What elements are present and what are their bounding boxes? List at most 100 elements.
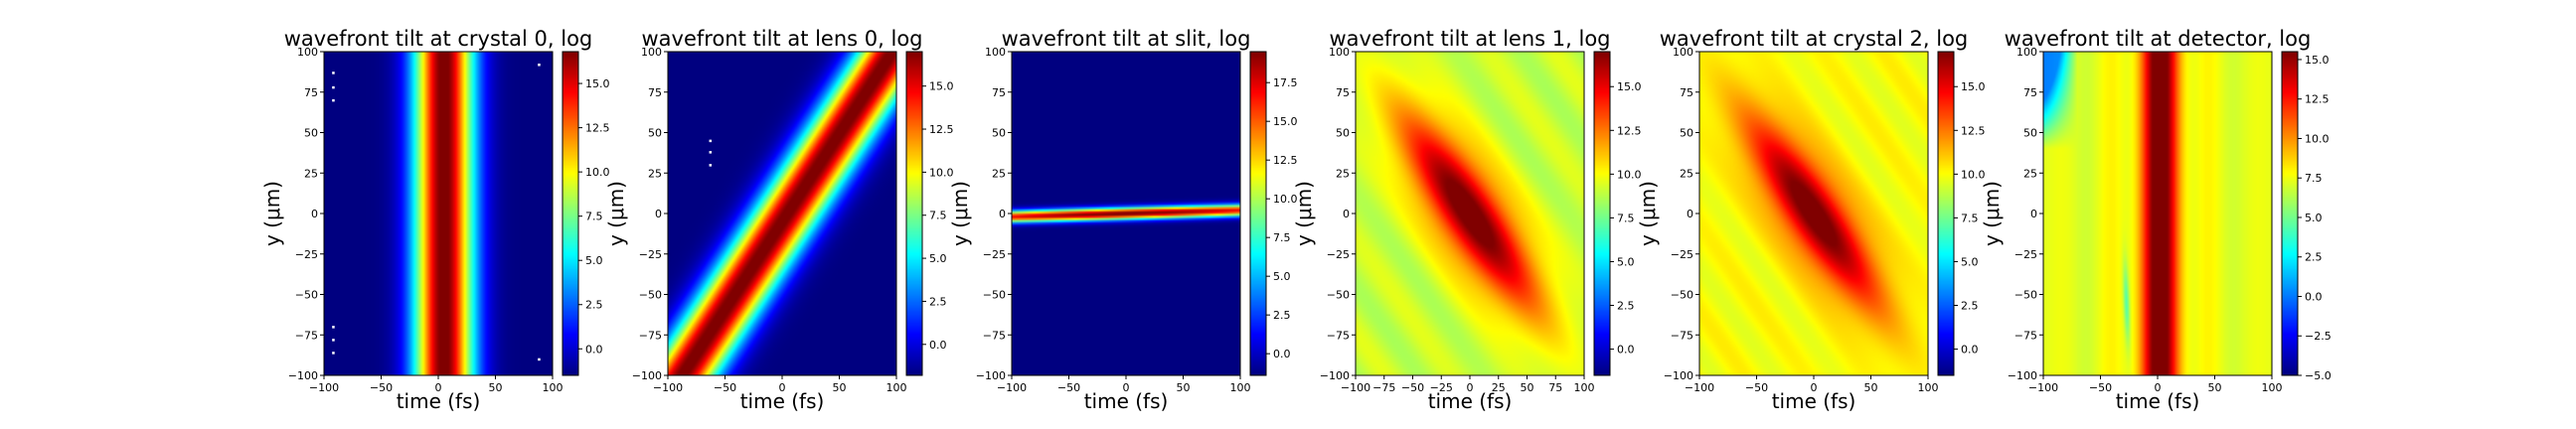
y-tick-label: −25	[639, 248, 662, 261]
panel-title: wavefront tilt at lens 0, log	[641, 27, 922, 51]
panel-title: wavefront tilt at crystal 2, log	[1660, 27, 1969, 51]
panel-1: wavefront tilt at crystal 0, log −100 −50 0…	[260, 27, 610, 413]
y-tick-label: 25	[1680, 167, 1693, 180]
marker-dot	[538, 64, 541, 67]
colorbar-tick-label: 7.5	[929, 210, 947, 222]
y-tick-label: 75	[304, 86, 318, 99]
x-tick-label: 100	[886, 381, 907, 394]
marker-dot	[332, 352, 335, 355]
y-tick-label: 75	[648, 86, 662, 99]
x-tick-label: 0	[2155, 381, 2162, 394]
x-tick-label: 50	[1521, 381, 1534, 394]
marker-dot	[709, 164, 713, 167]
x-tick-label: 100	[1574, 381, 1595, 394]
y-tick-label: −100	[632, 369, 662, 382]
colorbar-tick-label: 10.0	[585, 166, 610, 179]
y-tick-label: 100	[2016, 46, 2037, 59]
colorbar-tick-label: 5.0	[1617, 255, 1635, 268]
heatmap-image	[1012, 52, 1240, 375]
heatmap-image	[668, 52, 896, 375]
panel-title: wavefront tilt at lens 1, log	[1329, 27, 1610, 51]
colorbar-tick-label: 10.0	[929, 166, 954, 179]
colorbar-tick-label: 10.0	[1273, 193, 1298, 206]
colorbar-tick-label: 2.5	[929, 295, 947, 308]
colorbar-tick-label: 15.0	[929, 80, 954, 93]
y-tick-label: 50	[2023, 127, 2037, 140]
x-tick-label: −50	[370, 381, 393, 394]
heatmap-image	[324, 52, 553, 375]
y-tick-label: 50	[304, 127, 318, 140]
y-tick-label: 100	[297, 46, 318, 59]
colorbar-tick-label: 2.5	[585, 299, 603, 312]
colorbar-tick-label: 5.0	[1273, 270, 1291, 283]
panel-3: wavefront tilt at slit, log −100 −50 0 50 100…	[948, 27, 1298, 413]
y-tick-label: 0	[1687, 208, 1693, 220]
colorbar-tick-label: 0.0	[585, 343, 603, 356]
y-tick-label: −75	[983, 329, 1006, 342]
colorbar-tick-label: 2.5	[1961, 300, 1979, 313]
y-tick-label: −75	[1327, 329, 1350, 342]
y-tick-label: −25	[1327, 248, 1350, 261]
marker-dot	[538, 358, 541, 361]
x-tick-label: −100	[1685, 381, 1714, 394]
colorbar-tick-label: 15.0	[1961, 80, 1986, 93]
x-tick-label: −50	[2089, 381, 2112, 394]
colorbar-tick-label: −5.0	[2305, 369, 2332, 382]
y-tick-label: −25	[1671, 248, 1693, 261]
y-tick-label: 75	[1680, 86, 1693, 99]
x-tick-label: −100	[997, 381, 1027, 394]
x-tick-label: 50	[833, 381, 847, 394]
y-tick-label: −50	[1327, 289, 1350, 302]
x-tick-label: 50	[1177, 381, 1191, 394]
y-axis-label: y (μm)	[260, 181, 284, 246]
x-axis-label: time (fs)	[397, 389, 481, 413]
x-tick-label: −100	[1341, 381, 1370, 394]
y-tick-label: −50	[295, 289, 318, 302]
y-axis-label: y (μm)	[948, 181, 972, 246]
y-tick-label: 25	[992, 167, 1006, 180]
colorbar-tick-label: 0.0	[1961, 344, 1979, 357]
y-tick-label: −75	[2014, 329, 2037, 342]
y-tick-label: 50	[1680, 127, 1693, 140]
colorbar-tick-label: 7.5	[1617, 212, 1635, 224]
panel-title: wavefront tilt at crystal 0, log	[284, 27, 593, 51]
colorbar-frame	[1937, 51, 1955, 376]
colorbar-tick-label: 10.0	[2305, 132, 2330, 145]
heatmap-image	[2043, 52, 2272, 375]
x-axis-label: time (fs)	[2116, 389, 2200, 413]
colorbar-tick-label: 10.0	[1961, 168, 1986, 181]
marker-dot	[332, 326, 335, 329]
x-tick-label: 50	[2208, 381, 2222, 394]
x-tick-label: 100	[2262, 381, 2283, 394]
colorbar-tick-label: 12.5	[1273, 154, 1298, 167]
x-tick-label: 100	[1918, 381, 1939, 394]
y-tick-label: −100	[1664, 369, 1693, 382]
y-tick-label: 0	[1343, 208, 1350, 220]
x-tick-label: 75	[1548, 381, 1562, 394]
y-tick-label: 25	[2023, 167, 2037, 180]
colorbar-frame	[2281, 51, 2299, 376]
panel-title: wavefront tilt at detector, log	[2005, 27, 2312, 51]
y-tick-label: −25	[295, 248, 318, 261]
colorbar-tick-label: 12.5	[1617, 124, 1642, 137]
x-tick-label: 50	[1864, 381, 1878, 394]
y-tick-label: 0	[655, 208, 662, 220]
heatmap-image	[1699, 52, 1928, 375]
colorbar-tick-label: 0.0	[1273, 348, 1291, 360]
colorbar-frame	[1249, 51, 1267, 376]
panel-4: wavefront tilt at lens 1, log −100 −75 −50 −…	[1292, 27, 1642, 413]
y-tick-label: 50	[648, 127, 662, 140]
x-tick-label: −100	[653, 381, 683, 394]
y-tick-label: 75	[1336, 86, 1350, 99]
y-tick-label: −25	[2014, 248, 2037, 261]
colorbar-tick-label: 12.5	[1961, 124, 1986, 137]
y-tick-label: 50	[992, 127, 1006, 140]
colorbar-tick-label: 2.5	[2305, 251, 2323, 264]
colorbar-tick-label: 12.5	[2305, 93, 2330, 106]
y-tick-label: 100	[641, 46, 662, 59]
colorbar	[1250, 52, 1266, 375]
colorbar	[563, 52, 578, 375]
colorbar-tick-label: 0.0	[929, 339, 947, 352]
y-tick-label: −100	[288, 369, 318, 382]
